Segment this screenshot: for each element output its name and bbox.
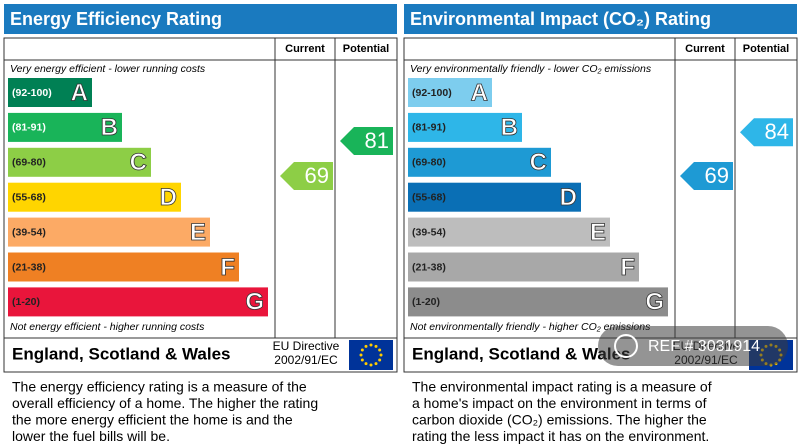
column-header: Potential (743, 43, 789, 55)
rating-band (408, 147, 551, 177)
column-header: Current (285, 43, 325, 55)
eu-star (374, 344, 378, 348)
band-range: (21-38) (12, 261, 46, 273)
band-letter: A (471, 79, 488, 106)
directive: EU Directive (273, 339, 340, 353)
rating-band (408, 287, 668, 317)
band-range: (1-20) (412, 296, 440, 308)
rating-band (408, 217, 610, 247)
description: The environmental impact rating is a mea… (412, 379, 712, 395)
table-frame (3, 37, 398, 373)
eu-star (369, 343, 373, 347)
rating-value: 69 (705, 163, 729, 188)
band-range: (81-91) (12, 122, 46, 134)
title-bar (404, 4, 797, 34)
band-letter: F (220, 254, 235, 281)
region: England, Scotland & Wales (12, 344, 231, 363)
band-range: (69-80) (412, 157, 446, 169)
eu-star (369, 363, 373, 367)
rating-band (8, 112, 122, 142)
top-note: Very environmentally friendly - lower CO… (410, 63, 652, 75)
band-letter: C (530, 149, 547, 176)
rating-band (8, 78, 92, 107)
rating-band (408, 112, 522, 142)
table-frame (403, 37, 798, 373)
eu-star (359, 353, 363, 357)
rating-band (408, 182, 581, 212)
rating-value: 69 (305, 163, 329, 188)
eu-star (364, 362, 368, 366)
eu-star (378, 348, 382, 352)
rating-band (408, 252, 639, 282)
band-letter: G (645, 289, 664, 316)
rating-value: 81 (365, 128, 389, 153)
eu-star (360, 358, 364, 362)
rating-arrow (740, 118, 793, 147)
band-letter: F (620, 254, 635, 281)
panel-title: Environmental Impact (CO₂) Rating (410, 9, 711, 29)
description: carbon dioxide (CO₂) emissions. The high… (412, 412, 707, 428)
watermark-icon (614, 334, 638, 358)
description: the more energy efficient the home is an… (12, 412, 293, 428)
description: lower the fuel bills will be. (12, 428, 170, 444)
band-range: (39-54) (12, 226, 46, 238)
band-letter: A (71, 79, 88, 106)
rating-band (8, 182, 181, 212)
rating-band (408, 78, 492, 107)
rating-arrow (680, 162, 733, 190)
eu-star (379, 353, 383, 357)
rating-band (8, 287, 268, 317)
band-letter: E (190, 219, 206, 246)
band-letter: B (501, 114, 518, 141)
column-header: Current (685, 43, 725, 55)
rating-arrow (280, 162, 333, 190)
band-range: (81-91) (412, 122, 446, 134)
rating-band (8, 252, 239, 282)
panel-title: Energy Efficiency Rating (10, 9, 222, 29)
rating-arrow (340, 127, 393, 155)
description: overall efficiency of a home. The higher… (12, 395, 318, 411)
bottom-note: Not environmentally friendly - higher CO… (410, 321, 651, 333)
column-header: Potential (343, 43, 389, 55)
rating-band (8, 217, 210, 247)
title-bar (4, 4, 397, 34)
directive: 2002/91/EC (274, 353, 338, 367)
band-range: (55-68) (412, 191, 446, 203)
band-range: (55-68) (12, 191, 46, 203)
watermark-pill (598, 326, 788, 366)
band-range: (1-20) (12, 296, 40, 308)
eu-star (360, 348, 364, 352)
description: a home's impact on the environment in te… (412, 395, 707, 411)
description: The energy efficiency rating is a measur… (12, 379, 307, 395)
band-range: (21-38) (412, 261, 446, 273)
region: England, Scotland & Wales (412, 344, 631, 363)
bottom-note: Not energy efficient - higher running co… (10, 321, 205, 333)
eu-star (364, 344, 368, 348)
watermark: REF # 3031914 (648, 338, 760, 355)
band-letter: C (130, 149, 147, 176)
band-letter: D (160, 184, 177, 211)
band-letter: B (101, 114, 118, 141)
band-range: (92-100) (412, 87, 452, 99)
band-letter: E (590, 219, 606, 246)
band-range: (92-100) (12, 87, 52, 99)
rating-band (8, 147, 151, 177)
eu-star (374, 362, 378, 366)
band-range: (69-80) (12, 157, 46, 169)
top-note: Very energy efficient - lower running co… (10, 63, 206, 75)
band-range: (39-54) (412, 226, 446, 238)
eu-star (378, 358, 382, 362)
description: rating the less impact it has on the env… (412, 428, 709, 444)
band-letter: D (560, 184, 577, 211)
band-letter: G (245, 289, 264, 316)
rating-value: 84 (765, 119, 789, 144)
